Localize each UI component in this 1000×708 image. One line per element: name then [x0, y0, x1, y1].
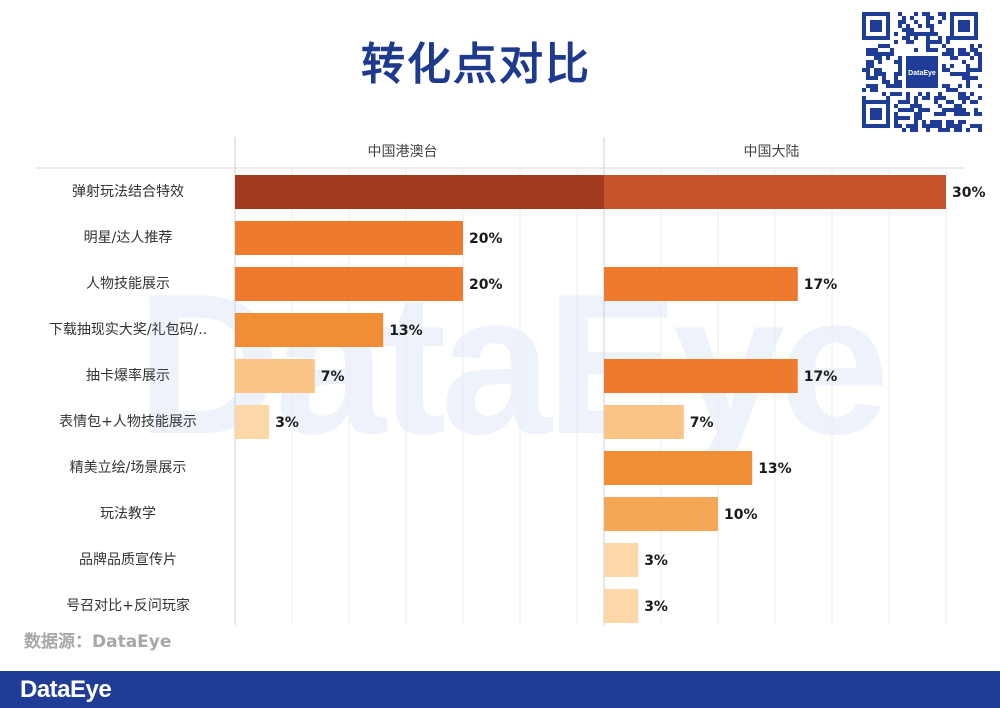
brand-logo: DataEye	[20, 676, 112, 703]
bar	[235, 221, 463, 255]
bar-value-label: 7%	[690, 415, 714, 431]
category-label: 品牌品质宣传片	[79, 551, 177, 568]
bar	[235, 313, 384, 347]
bar-value-label: 17%	[804, 277, 838, 293]
qr-code-icon: DataEye	[862, 12, 982, 132]
bar-value-label: 20%	[469, 231, 503, 247]
bar	[604, 359, 798, 393]
bar-value-label: 3%	[644, 599, 668, 615]
bar	[604, 543, 639, 577]
bar-value-label: 3%	[275, 415, 299, 431]
bar	[235, 359, 315, 393]
bar-value-label: 10%	[724, 507, 758, 523]
category-label: 下载抽现实大奖/礼包码/..	[49, 321, 207, 338]
bar-value-label: 20%	[469, 277, 503, 293]
category-label: 表情包+人物技能展示	[59, 414, 197, 430]
category-label: 精美立绘/场景展示	[70, 460, 187, 476]
bar	[604, 497, 718, 531]
panel-title-1: 中国大陆	[744, 144, 800, 160]
bar	[604, 589, 639, 623]
bar-value-label: 7%	[321, 369, 345, 385]
category-label: 号召对比+反问玩家	[66, 597, 190, 614]
category-label: 玩法教学	[100, 506, 156, 522]
category-label: 弹射玩法结合特效	[72, 184, 184, 200]
bar	[235, 175, 657, 209]
bar-chart: 中国港澳台 中国大陆弹射玩法结合特效明星/达人推荐人物技能展示下载抽现实大奖/礼包…	[36, 137, 986, 625]
bar	[604, 405, 684, 439]
bar-value-label: 17%	[804, 369, 838, 385]
bar	[604, 267, 798, 301]
category-label: 抽卡爆率展示	[86, 367, 170, 384]
bar	[235, 267, 463, 301]
bar-value-label: 13%	[389, 323, 423, 339]
category-label: 明星/达人推荐	[84, 230, 173, 246]
bar-value-label: 30%	[952, 185, 986, 201]
qr-center-logo	[906, 56, 938, 88]
footer-bar: DataEye	[0, 671, 1000, 708]
page-title: 转化点对比	[361, 39, 591, 90]
bar-value-label: 3%	[644, 553, 668, 569]
bar	[235, 405, 270, 439]
bar	[604, 175, 946, 209]
bar	[604, 451, 753, 485]
panel-title-0: 中国港澳台	[368, 144, 438, 160]
qr-center-label: DataEye	[908, 70, 936, 77]
category-label: 人物技能展示	[86, 276, 170, 292]
data-source: 数据源：DataEye	[24, 632, 172, 652]
bar-value-label: 13%	[758, 461, 792, 477]
